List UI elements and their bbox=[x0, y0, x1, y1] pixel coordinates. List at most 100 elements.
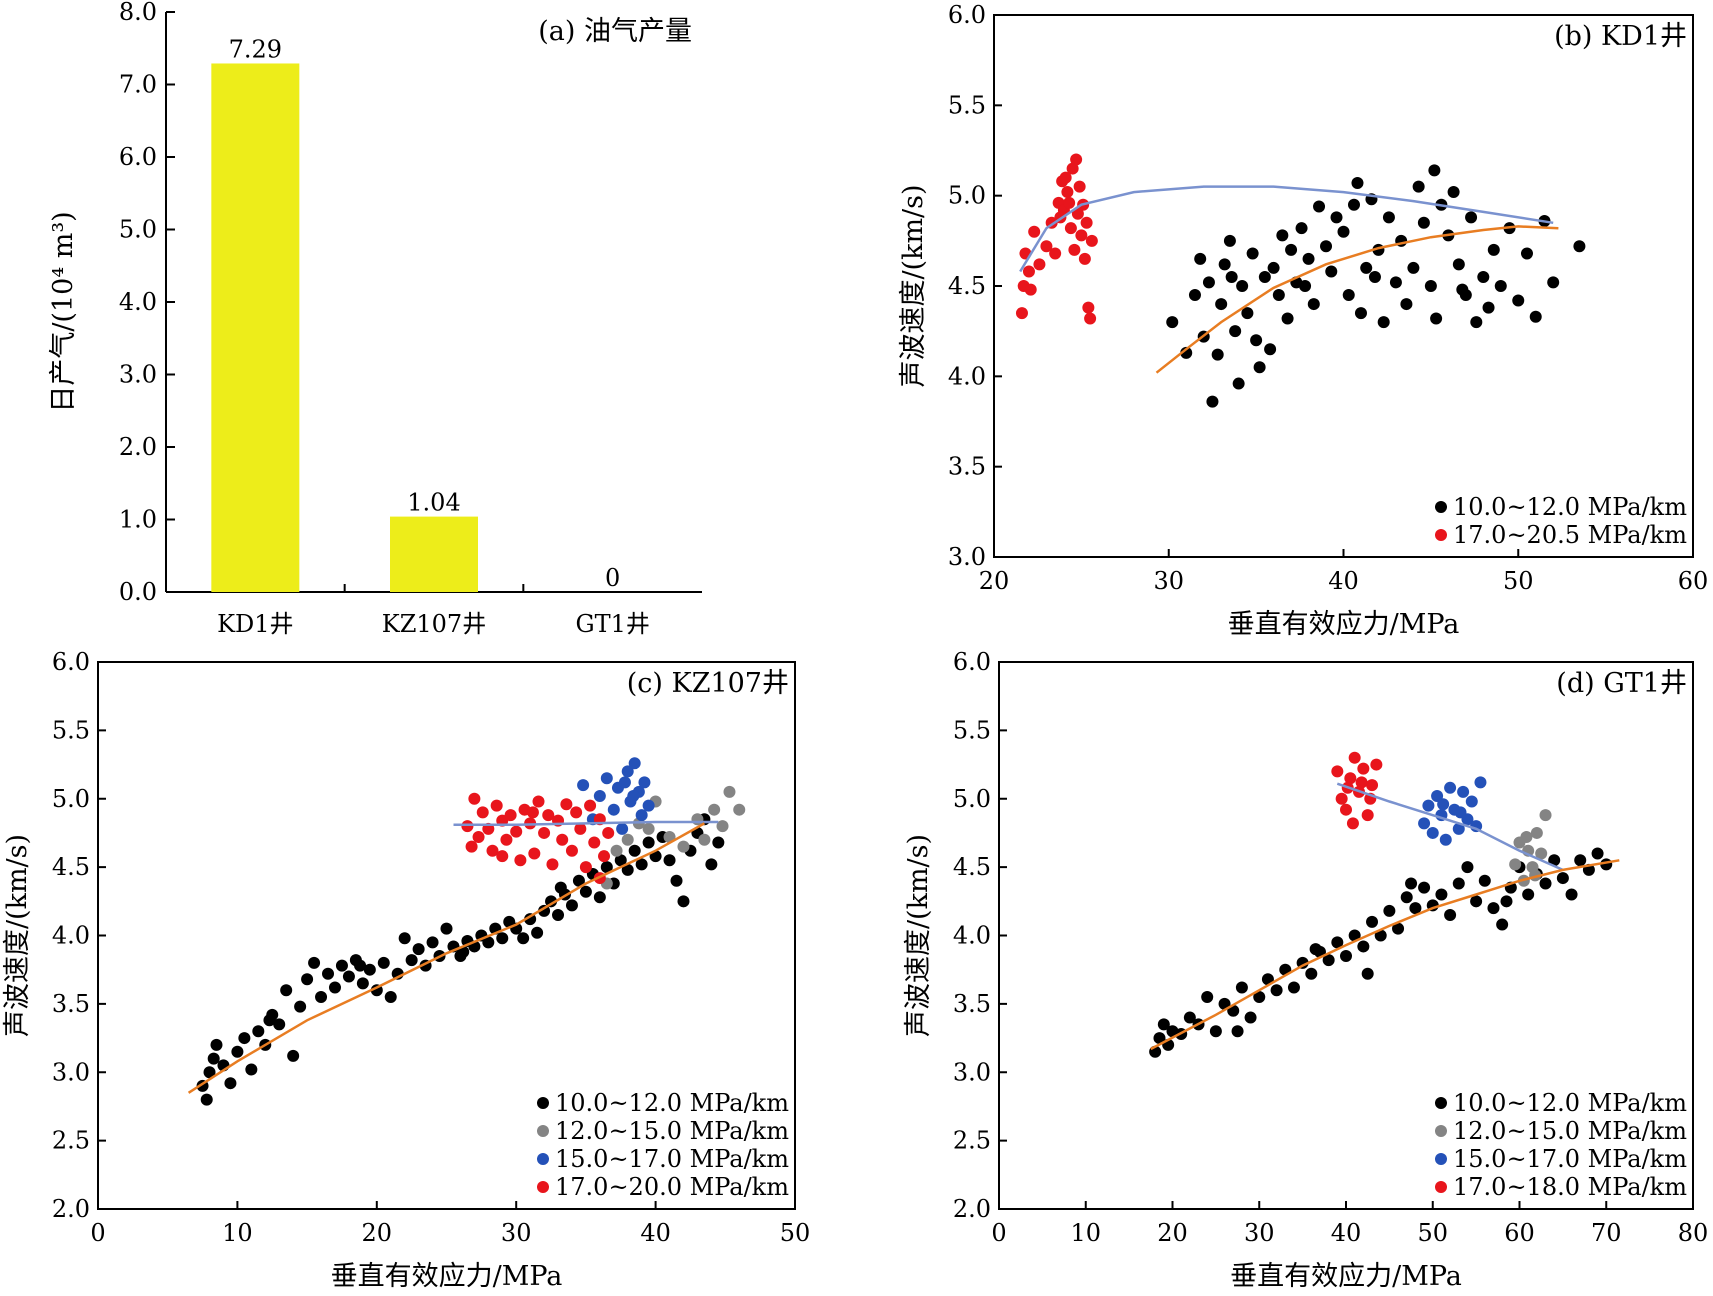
y-tick-label: 6.0 bbox=[953, 648, 991, 676]
data-point bbox=[565, 899, 578, 912]
data-point bbox=[1461, 861, 1474, 874]
data-point bbox=[1470, 316, 1483, 329]
data-point bbox=[252, 1025, 265, 1038]
x-tick-label: 40 bbox=[640, 1219, 671, 1247]
data-point bbox=[1258, 270, 1271, 283]
data-point bbox=[1457, 785, 1470, 798]
data-point bbox=[231, 1045, 244, 1058]
fit-line bbox=[1150, 859, 1620, 1051]
data-point bbox=[1547, 276, 1560, 289]
data-point bbox=[1456, 283, 1469, 296]
data-point bbox=[335, 959, 348, 972]
series-1 bbox=[1015, 153, 1098, 325]
data-point bbox=[1361, 809, 1374, 822]
x-category-label: KZ107井 bbox=[382, 610, 486, 638]
data-point bbox=[628, 844, 641, 857]
panel-title: (a) 油气产量 bbox=[538, 16, 692, 47]
data-point bbox=[1299, 280, 1312, 292]
data-point bbox=[705, 858, 718, 871]
legend-marker bbox=[537, 1181, 549, 1193]
y-axis-title: 声波速度/(km/s) bbox=[898, 184, 929, 387]
y-tick-label: 3.5 bbox=[948, 453, 986, 481]
fit-line bbox=[1155, 225, 1559, 374]
data-point bbox=[517, 932, 530, 945]
data-point bbox=[1478, 874, 1491, 887]
x-tick-label: 0 bbox=[90, 1219, 105, 1247]
x-tick-label: 20 bbox=[979, 567, 1010, 595]
data-point bbox=[1487, 902, 1500, 915]
legend-label: 12.0~15.0 MPa/km bbox=[1453, 1117, 1687, 1145]
data-point bbox=[315, 991, 328, 1004]
data-point bbox=[1309, 943, 1322, 956]
y-tick-label: 5.0 bbox=[953, 785, 991, 813]
data-point bbox=[1591, 847, 1604, 860]
data-point bbox=[1500, 895, 1513, 908]
data-point bbox=[621, 833, 634, 846]
data-point bbox=[1287, 981, 1300, 994]
data-point bbox=[1348, 929, 1361, 942]
data-point bbox=[552, 908, 565, 921]
data-point bbox=[556, 833, 569, 846]
data-point bbox=[1250, 334, 1263, 347]
data-point bbox=[504, 809, 517, 822]
data-point bbox=[500, 833, 513, 846]
data-point bbox=[1331, 936, 1344, 949]
series-0 bbox=[1149, 847, 1613, 1058]
data-point bbox=[638, 776, 651, 789]
data-point bbox=[1574, 854, 1587, 867]
data-point bbox=[1351, 177, 1364, 190]
plot-frame bbox=[993, 14, 1694, 558]
y-tick-label: 3.5 bbox=[52, 990, 90, 1018]
legend-marker bbox=[537, 1153, 549, 1165]
data-point bbox=[628, 757, 641, 770]
y-tick-label: 4.0 bbox=[52, 922, 90, 950]
data-point bbox=[1033, 258, 1046, 271]
data-point bbox=[1422, 799, 1435, 812]
data-point bbox=[1366, 915, 1379, 928]
data-point bbox=[1465, 211, 1478, 224]
x-tick-label: 60 bbox=[1678, 567, 1709, 595]
data-point bbox=[426, 936, 439, 949]
data-point bbox=[482, 936, 495, 949]
x-tick-label: 20 bbox=[362, 1219, 393, 1247]
y-tick-label: 2.0 bbox=[52, 1195, 90, 1223]
data-point bbox=[588, 836, 601, 849]
data-point bbox=[1236, 280, 1249, 292]
legend-label: 12.0~15.0 MPa/km bbox=[555, 1117, 789, 1145]
data-point bbox=[598, 850, 611, 863]
x-category-label: KD1井 bbox=[217, 610, 293, 638]
data-point bbox=[287, 1049, 300, 1062]
data-point bbox=[1368, 270, 1381, 283]
data-point bbox=[698, 833, 711, 846]
x-tick-label: 60 bbox=[1504, 1219, 1535, 1247]
data-point bbox=[1465, 795, 1478, 808]
data-point bbox=[1085, 234, 1098, 247]
legend-label: 15.0~17.0 MPa/km bbox=[555, 1145, 789, 1173]
data-point bbox=[1064, 222, 1077, 235]
series-1 bbox=[600, 785, 746, 890]
data-point bbox=[1340, 950, 1352, 963]
data-point bbox=[1070, 153, 1083, 166]
series-2 bbox=[577, 757, 655, 835]
data-point bbox=[1253, 361, 1266, 374]
data-point bbox=[1335, 792, 1348, 805]
data-point bbox=[384, 991, 397, 1004]
data-point bbox=[1392, 922, 1405, 935]
data-point bbox=[600, 772, 613, 785]
x-tick-label: 50 bbox=[1503, 567, 1534, 595]
y-tick-label: 5.0 bbox=[119, 216, 157, 244]
data-point bbox=[1202, 276, 1215, 289]
data-point bbox=[1529, 310, 1542, 323]
data-point bbox=[610, 844, 623, 857]
data-point bbox=[565, 844, 578, 857]
data-point bbox=[203, 1066, 216, 1079]
data-point bbox=[716, 820, 729, 833]
y-axis-title: 声波速度/(km/s) bbox=[903, 834, 934, 1037]
panel-title: (b) KD1井 bbox=[1554, 21, 1687, 52]
data-point bbox=[607, 803, 620, 816]
data-point bbox=[1307, 298, 1320, 311]
x-axis-title: 垂直有效应力/MPa bbox=[331, 1261, 563, 1292]
bar-value-label: 1.04 bbox=[407, 489, 460, 517]
panel-a: 0.0 1.0 2.0 3.0 4.0 5.0 6.0 7.0 8.0 7.29 KD1井 1.04 K… bbox=[48, 0, 702, 638]
data-point bbox=[1215, 298, 1228, 311]
